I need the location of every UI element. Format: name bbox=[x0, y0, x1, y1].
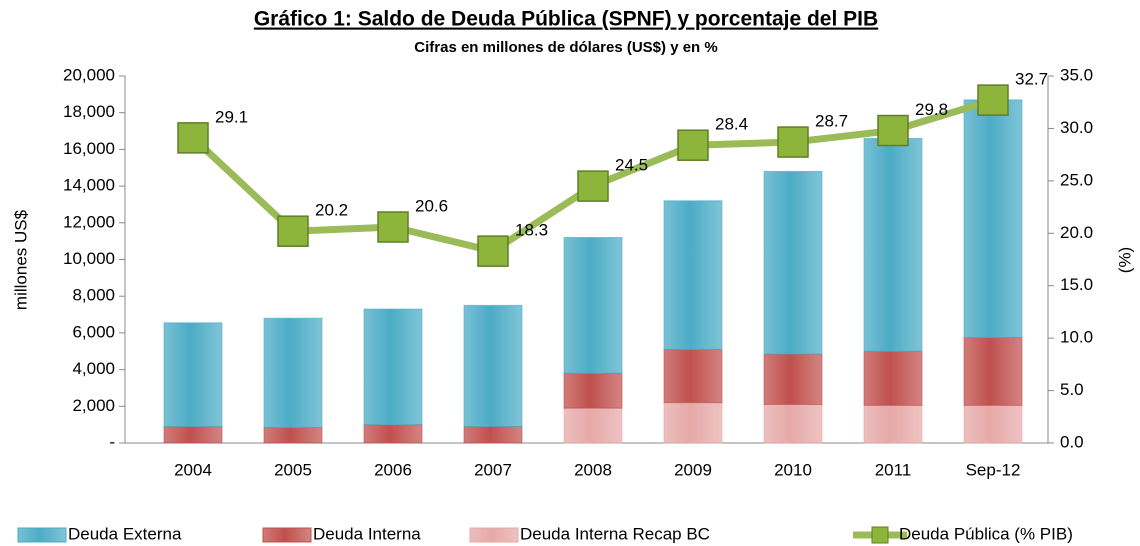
x-tick-label: 2005 bbox=[274, 460, 312, 479]
legend-label: Deuda Interna bbox=[313, 524, 421, 543]
legend-swatch bbox=[262, 527, 312, 543]
chart-subtitle: Cifras en millones de dólares (US$) y en… bbox=[414, 39, 717, 56]
legend-label: Deuda Externa bbox=[68, 524, 182, 543]
y2-tick-label: 10.0 bbox=[1060, 328, 1093, 347]
bar-segment bbox=[663, 348, 723, 404]
bar-segment bbox=[763, 353, 823, 405]
data-label: 18.3 bbox=[515, 221, 548, 240]
marker bbox=[477, 235, 509, 267]
data-label: 28.7 bbox=[815, 112, 848, 131]
bar-segment bbox=[263, 317, 323, 428]
y2-tick-label: 30.0 bbox=[1060, 118, 1093, 137]
data-label: 29.1 bbox=[215, 107, 248, 126]
bar-segment bbox=[463, 304, 523, 427]
bar-segment bbox=[663, 402, 723, 444]
y2-tick-label: 25.0 bbox=[1060, 170, 1093, 189]
y2-tick-label: 20.0 bbox=[1060, 223, 1093, 242]
y-tick-label: 12,000 bbox=[63, 212, 115, 231]
x-tick-label: 2010 bbox=[774, 460, 812, 479]
bar-segment bbox=[763, 403, 823, 444]
y2-tick-label: 35.0 bbox=[1060, 65, 1093, 84]
bar-segment bbox=[963, 404, 1023, 444]
legend-label: Deuda Pública (% PIB) bbox=[899, 524, 1073, 543]
marker bbox=[277, 215, 309, 247]
y2-tick-label: 15.0 bbox=[1060, 275, 1093, 294]
marker bbox=[877, 114, 909, 147]
marker bbox=[177, 122, 209, 154]
x-tick-label: 2006 bbox=[374, 460, 412, 479]
bar-segment bbox=[863, 137, 923, 352]
y2-axis-label: (%) bbox=[1115, 247, 1134, 273]
marker bbox=[377, 211, 409, 243]
y2-tick-label: 5.0 bbox=[1060, 380, 1084, 399]
y-tick-label: 18,000 bbox=[63, 102, 115, 121]
bar-segment bbox=[863, 350, 923, 406]
bar-segment bbox=[963, 336, 1023, 406]
data-label: 20.2 bbox=[315, 201, 348, 220]
y-axis-label: millones US$ bbox=[11, 209, 30, 310]
chart-title: Gráfico 1: Saldo de Deuda Pública (SPNF)… bbox=[254, 8, 878, 31]
y-tick-label: 16,000 bbox=[63, 139, 115, 158]
bar-segment bbox=[163, 322, 223, 427]
data-label: 28.4 bbox=[715, 115, 748, 134]
marker bbox=[977, 84, 1009, 116]
bar-segment bbox=[663, 200, 723, 350]
bar-segment bbox=[963, 99, 1023, 338]
legend-swatch bbox=[17, 527, 67, 543]
marker bbox=[677, 129, 709, 161]
x-tick-label: 2011 bbox=[875, 460, 912, 479]
x-tick-label: 2008 bbox=[574, 460, 612, 479]
bar-segment bbox=[863, 404, 923, 444]
legend-swatch bbox=[469, 527, 519, 543]
x-tick-label: 2007 bbox=[474, 460, 512, 479]
bar-segment bbox=[563, 372, 623, 409]
marker bbox=[577, 170, 609, 202]
y-tick-label: 14,000 bbox=[63, 176, 115, 195]
bar-segment bbox=[763, 170, 823, 355]
y2-tick-label: 0.0 bbox=[1060, 432, 1084, 451]
y-tick-label: 20,000 bbox=[63, 65, 115, 84]
y-tick-label: 8,000 bbox=[72, 286, 115, 305]
data-label: 29.8 bbox=[915, 100, 948, 119]
bar-segment bbox=[563, 236, 623, 374]
y-tick-label: 4,000 bbox=[72, 359, 115, 378]
bar-segment bbox=[263, 426, 323, 444]
bar-segment bbox=[163, 425, 223, 444]
y-tick-label: - bbox=[109, 432, 115, 451]
bar-segment bbox=[363, 424, 423, 444]
marker bbox=[777, 126, 809, 158]
data-label: 20.6 bbox=[415, 196, 448, 215]
legend-swatch bbox=[871, 526, 889, 544]
x-tick-label: Sep-12 bbox=[966, 460, 1021, 479]
y-tick-label: 6,000 bbox=[72, 322, 115, 341]
y-tick-label: 2,000 bbox=[72, 396, 115, 415]
data-label: 32.7 bbox=[1015, 70, 1048, 89]
bar-segment bbox=[463, 425, 523, 444]
bar-segment bbox=[363, 308, 423, 426]
data-label: 24.5 bbox=[615, 156, 648, 175]
x-tick-label: 2004 bbox=[174, 460, 212, 479]
legend-label: Deuda Interna Recap BC bbox=[520, 524, 710, 543]
y-tick-label: 10,000 bbox=[63, 249, 115, 268]
x-tick-label: 2009 bbox=[674, 460, 712, 479]
bar-segment bbox=[563, 407, 623, 444]
